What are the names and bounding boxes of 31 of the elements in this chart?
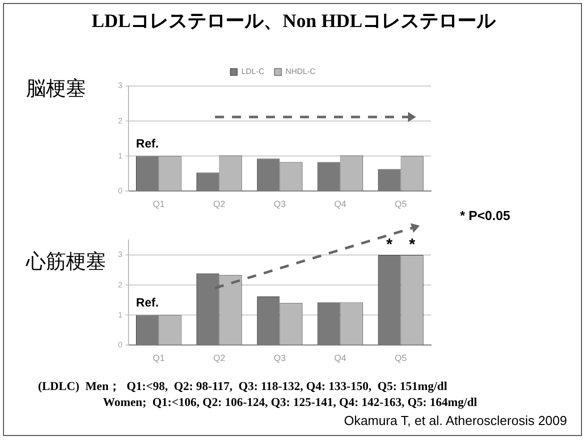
text: * P<0.05 bbox=[460, 208, 510, 223]
x-tick-label: Q2 bbox=[213, 353, 226, 364]
y-tick-label: 1 bbox=[118, 310, 123, 320]
x-tick-label: Q4 bbox=[334, 199, 346, 210]
text: Okamura T, et al. Atherosclerosis 2009 bbox=[344, 413, 567, 428]
legend-label: NHDL-C bbox=[285, 67, 316, 76]
annotation: Ref. bbox=[136, 136, 159, 150]
x-tick-label: Q3 bbox=[274, 199, 286, 210]
text: (LDLC) Men； Q1:<98, Q2: 98-117, Q3: 118-132, Q4: 133-150, Q5: 151mg/dl bbox=[38, 378, 448, 395]
chart-title: LDLコレステロール、Non HDLコレステロール bbox=[90, 10, 497, 34]
y-tick-label: 0 bbox=[118, 340, 123, 350]
x-tick-label: Q1 bbox=[152, 199, 165, 210]
legend-label: LDL-C bbox=[241, 67, 265, 76]
text: Women; Q1:<106, Q2: 106-124, Q3: 125-141, Q4: 142-163, Q5: 164mg/dl bbox=[103, 395, 478, 410]
annotation: * bbox=[386, 236, 394, 254]
y-tick-label: 1 bbox=[118, 151, 123, 160]
x-tick-label: Q5 bbox=[394, 353, 407, 364]
y-axis-title: 心筋梗塞 bbox=[26, 248, 106, 275]
annotation: Ref. bbox=[136, 295, 159, 310]
y-tick-label: 3 bbox=[118, 250, 123, 260]
y-tick-label: 0 bbox=[118, 186, 123, 196]
x-tick-label: Q4 bbox=[334, 353, 346, 364]
y-tick-label: 2 bbox=[118, 280, 123, 290]
y-tick-label: 2 bbox=[118, 116, 123, 126]
x-tick-label: Q3 bbox=[274, 353, 286, 364]
x-tick-label: Q1 bbox=[152, 353, 165, 364]
y-tick-label: 3 bbox=[118, 81, 123, 90]
y-axis-title: 脳梗塞 bbox=[26, 75, 86, 102]
x-tick-label: Q2 bbox=[213, 199, 226, 210]
text: * bbox=[408, 236, 416, 254]
x-tick-label: Q5 bbox=[394, 199, 407, 210]
